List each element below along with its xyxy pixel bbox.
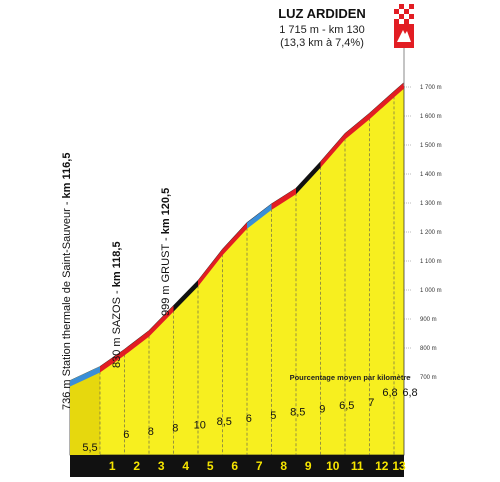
altitude-gridlines <box>404 86 412 378</box>
altitude-tick-label: 700 m <box>420 375 437 381</box>
altitude-tick-label: 1 400 m <box>420 172 442 178</box>
km-label: 1 <box>109 459 116 473</box>
profile-segment <box>296 161 321 195</box>
gradient-legend: Pourcentage moyen par kilomètre <box>290 373 411 382</box>
km-label: 5 <box>207 459 214 473</box>
profile-segment <box>320 133 345 168</box>
waypoints: 736 m Station thermale de Saint-Sauveur … <box>61 153 172 410</box>
profile-segment <box>394 82 404 98</box>
gradient-labels: 5,5 6 8 8 10 8,5 6 5 8,5 9 6,5 7 6,8 6,8 <box>82 387 417 454</box>
gradient-label: 6,8 <box>382 387 397 399</box>
km-label: 13 <box>392 459 406 473</box>
profile-segment <box>100 349 125 373</box>
gradient-label: 5,5 <box>82 442 97 454</box>
altitude-tick-label: 900 m <box>420 317 437 323</box>
profile-segment <box>173 280 198 312</box>
profile-segment <box>149 305 174 337</box>
gradient-label: 6 <box>246 413 252 425</box>
km-label: 2 <box>133 459 140 473</box>
profile-segment <box>198 249 223 287</box>
waypoint-label: 830 m SAZOS - km 118,5 <box>111 241 123 368</box>
gradient-label: 8 <box>172 423 178 435</box>
waypoint-label: 736 m Station thermale de Saint-Sauveur … <box>61 153 73 410</box>
altitude-axis: 700 m 800 m 900 m 1 000 m 1 100 m 1 200 m 1 30… <box>420 85 442 381</box>
summit-flag-icon <box>394 4 414 86</box>
gradient-label: 8 <box>148 426 154 438</box>
km-label: 9 <box>305 459 312 473</box>
gradient-label: 7 <box>368 397 374 409</box>
altitude-tick-label: 1 000 m <box>420 288 442 294</box>
profile-ridge <box>70 82 404 387</box>
km-label: 10 <box>326 459 340 473</box>
altitude-tick-label: 800 m <box>420 346 437 352</box>
summit-altitude-km: 1 715 m - km 130 <box>279 24 365 36</box>
altitude-tick-label: 1 500 m <box>420 143 442 149</box>
profile-segment <box>271 188 296 210</box>
altitude-tick-label: 1 200 m <box>420 230 442 236</box>
gradient-label: 10 <box>194 419 206 431</box>
profile-segment <box>70 366 100 387</box>
km-label: 11 <box>351 459 364 473</box>
gradient-label: 6,8 <box>402 387 417 399</box>
km-label: 12 <box>375 459 389 473</box>
gradient-label: 6,5 <box>339 400 354 412</box>
gradient-label: 9 <box>319 403 325 415</box>
km-dividers <box>99 91 395 455</box>
profile-segment <box>369 91 394 120</box>
gradient-label: 6 <box>123 429 129 441</box>
altitude-tick-label: 1 600 m <box>420 114 442 120</box>
km-base-band: 1 2 3 4 5 6 7 8 9 10 11 12 13 <box>70 455 406 477</box>
profile-segment <box>222 222 247 256</box>
gradient-label: 8,5 <box>290 407 305 419</box>
km-label: 3 <box>158 459 165 473</box>
altitude-tick-label: 1 700 m <box>420 85 442 91</box>
profile-segment <box>345 113 370 140</box>
km-label: 7 <box>256 459 263 473</box>
km-band <box>70 455 404 477</box>
profile-segment <box>124 330 149 356</box>
altitude-tick-label: 1 300 m <box>420 201 442 207</box>
km-label: 6 <box>231 459 238 473</box>
profile-left-face <box>70 366 100 455</box>
summit-name: LUZ ARDIDEN <box>278 6 366 21</box>
profile-segment <box>247 203 272 229</box>
summit-climb-stats: (13,3 km à 7,4%) <box>280 37 364 49</box>
gradient-label: 5 <box>270 410 276 422</box>
waypoint-label: 999 m GRUST - km 120,5 <box>160 188 172 316</box>
km-label: 4 <box>182 459 189 473</box>
km-label: 8 <box>280 459 287 473</box>
gradient-label: 8,5 <box>217 416 232 428</box>
altitude-tick-label: 1 100 m <box>420 259 442 265</box>
